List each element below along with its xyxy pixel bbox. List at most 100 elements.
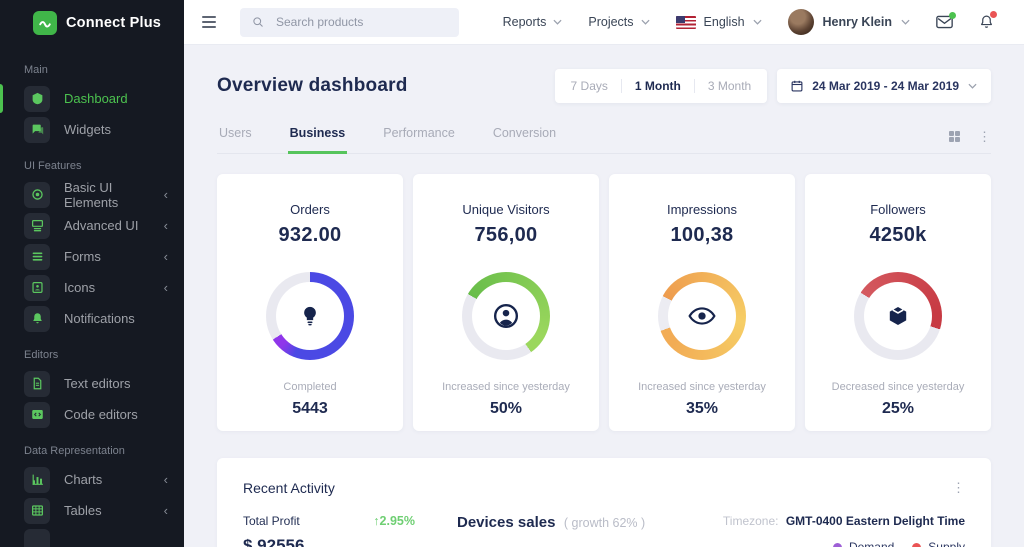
period-option-1-month[interactable]: 1 Month [621,79,694,93]
chevron-left-icon: ‹ [164,280,168,295]
user-name: Henry Klein [823,15,892,29]
bulb-icon [266,272,354,360]
language-selector[interactable]: English [676,15,762,29]
sidebar-item-widgets[interactable]: Widgets [0,114,184,145]
stat-footer-label: Increased since yesterday [421,381,591,393]
reports-menu[interactable]: Reports [503,15,563,29]
devices-sales-title-block: Devices sales ( growth 62% ) [457,514,645,532]
sidebar-item-forms[interactable]: Forms ‹ [0,241,184,272]
tab-users[interactable]: Users [217,117,254,154]
main-area: Reports Projects English Henry Klein [184,0,1024,547]
forms-icon [24,244,50,270]
period-option-7-days[interactable]: 7 Days [571,79,621,93]
sidebar-item-label: Forms [64,249,101,264]
chevron-down-icon [753,19,762,25]
chevron-left-icon: ‹ [164,472,168,487]
top-navbar: Reports Projects English Henry Klein [184,0,1024,45]
sidebar-nav: Main Dashboard Widgets UI Features Basic… [0,45,184,547]
date-range-value: 24 Mar 2019 - 24 Mar 2019 [812,79,959,93]
sidebar-section-data-representation: Data Representation [24,445,184,457]
basic-ui-icon [24,182,50,208]
chevron-left-icon: ‹ [164,249,168,264]
sidebar-item-label: Dashboard [64,91,128,106]
chevron-down-icon [901,19,910,25]
period-option-3-month[interactable]: 3 Month [694,79,751,93]
sidebar-item-dashboard[interactable]: Dashboard [0,83,184,114]
legend-supply: Supply [912,540,965,547]
tab-business[interactable]: Business [288,117,348,154]
brand[interactable]: Connect Plus [0,0,184,45]
stat-footer-label: Decreased since yesterday [813,381,983,393]
date-range-picker[interactable]: 24 Mar 2019 - 24 Mar 2019 [777,69,991,103]
icons-icon [24,275,50,301]
sidebar-item-code-editors[interactable]: Code editors [0,399,184,430]
devices-sales-title: Devices sales [457,514,555,531]
menu-toggle-icon[interactable] [202,16,216,28]
sidebar: Connect Plus Main Dashboard Widgets UI F… [0,0,184,547]
cube-icon [854,272,942,360]
sidebar-item-advanced-ui[interactable]: Advanced UI ‹ [0,210,184,241]
sidebar-item-charts[interactable]: Charts ‹ [0,464,184,495]
stat-value: 756,00 [421,224,591,247]
sidebar-item-notifications[interactable]: Notifications [0,303,184,334]
messages-button[interactable] [936,15,953,29]
kebab-menu-icon[interactable]: ⋮ [952,480,965,496]
chevron-left-icon: ‹ [164,187,168,202]
brand-logo-icon [33,11,57,35]
advanced-ui-icon [24,213,50,239]
sidebar-section-editors: Editors [24,349,184,361]
timezone-value: GMT-0400 Eastern Delight Time [786,514,965,528]
total-profit-value: $ 92556 [243,536,415,547]
tab-conversion[interactable]: Conversion [491,117,558,154]
supply-dot-icon [912,543,921,547]
sidebar-item-text-editors[interactable]: Text editors [0,368,184,399]
brand-name: Connect Plus [66,15,161,31]
search-box[interactable] [240,8,459,37]
devices-sales-growth: ( growth 62% ) [564,516,645,530]
followers-donut-chart [854,272,942,360]
code-editor-icon [24,402,50,428]
bell-icon [24,306,50,332]
dashboard-icon [24,86,50,112]
reports-label: Reports [503,15,547,29]
demand-dot-icon [833,543,842,547]
stat-title: Unique Visitors [421,202,591,217]
search-input[interactable] [276,15,447,29]
page-title: Overview dashboard [217,75,408,97]
orders-donut-chart [266,272,354,360]
sidebar-item-basic-ui-elements[interactable]: Basic UI Elements ‹ [0,179,184,210]
sidebar-item-label: Tables [64,503,102,518]
total-profit-change: ↑2.95% [373,514,415,528]
language-label: English [704,15,745,29]
stat-cards: Orders 932.00 Completed 5443 Unique Visi… [217,174,991,431]
projects-menu[interactable]: Projects [588,15,649,29]
stat-footer-value: 5443 [225,400,395,418]
visitors-donut-chart [462,272,550,360]
sidebar-item-label: Advanced UI [64,218,138,233]
stat-card-unique-visitors: Unique Visitors 756,00 Increased since y… [413,174,599,431]
page-header: Overview dashboard 7 Days 1 Month 3 Mont… [217,69,991,103]
chevron-left-icon: ‹ [164,218,168,233]
kebab-menu-icon[interactable]: ⋮ [978,130,991,143]
chevron-down-icon [968,83,977,89]
notifications-button[interactable] [979,14,994,30]
navbar-right: Reports Projects English Henry Klein [503,9,994,35]
avatar [788,9,814,35]
user-icon [462,272,550,360]
sidebar-item-partial[interactable] [0,526,184,547]
user-menu[interactable]: Henry Klein [788,9,910,35]
timezone-label: Timezone: [723,514,779,528]
sidebar-item-tables[interactable]: Tables ‹ [0,495,184,526]
tab-performance[interactable]: Performance [381,117,457,154]
dashboard-tabs: Users Business Performance Conversion ⋮ [217,117,991,154]
tables-icon [24,498,50,524]
grid-view-icon[interactable] [949,131,961,143]
widgets-icon [24,117,50,143]
chevron-down-icon [553,19,562,25]
chevron-down-icon [641,19,650,25]
stat-value: 100,38 [617,224,787,247]
sidebar-item-icons[interactable]: Icons ‹ [0,272,184,303]
tabs-toolbar: ⋮ [949,130,992,153]
legend-demand: Demand [833,540,894,547]
chevron-left-icon: ‹ [164,503,168,518]
